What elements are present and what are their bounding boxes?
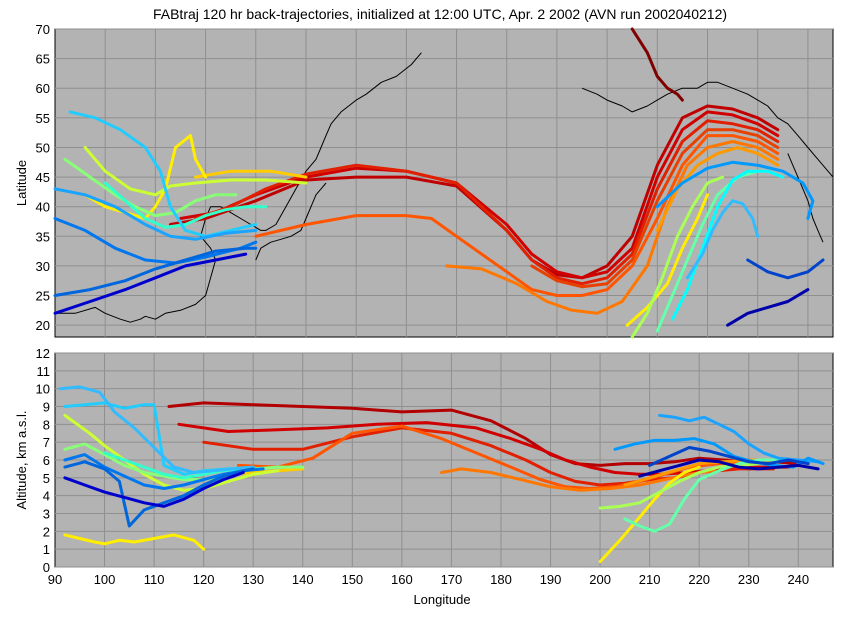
map-trajectory-5 bbox=[530, 128, 780, 289]
altitude-trajectory-16 bbox=[58, 385, 255, 474]
altitude-x-axis-label: Longitude bbox=[413, 592, 470, 607]
altitude-x-tick-label: 240 bbox=[787, 572, 809, 587]
map-trajectory-23 bbox=[53, 246, 258, 297]
map-y-tick-label: 35 bbox=[36, 229, 50, 244]
altitude-y-tick-label: 9 bbox=[43, 400, 50, 415]
altitude-x-tick-label: 230 bbox=[738, 572, 760, 587]
altitude-x-tick-label: 100 bbox=[94, 572, 116, 587]
altitude-y-tick-label: 6 bbox=[43, 453, 50, 468]
altitude-x-tick-label: 110 bbox=[144, 572, 165, 587]
map-y-tick-label: 40 bbox=[36, 200, 50, 215]
map-y-tick-label: 50 bbox=[36, 140, 50, 155]
altitude-trajectory-17 bbox=[658, 413, 820, 464]
altitude-x-tick-label: 190 bbox=[540, 572, 562, 587]
altitude-y-tick-label: 0 bbox=[43, 560, 50, 575]
map-trajectory-26 bbox=[726, 288, 810, 327]
altitude-x-tick-label: 140 bbox=[292, 572, 314, 587]
map-y-axis-label: Latitude bbox=[14, 160, 29, 206]
map-trajectory-4 bbox=[194, 119, 780, 286]
altitude-y-tick-label: 2 bbox=[43, 524, 50, 539]
altitude-trajectory-20 bbox=[63, 460, 255, 528]
map-trajectory-16 bbox=[103, 181, 268, 229]
altitude-x-tick-label: 220 bbox=[688, 572, 710, 587]
map-trajectory-21 bbox=[655, 160, 815, 220]
altitude-x-tick-label: 200 bbox=[589, 572, 611, 587]
map-trajectory-13 bbox=[630, 175, 725, 339]
altitude-y-tick-label: 4 bbox=[43, 489, 50, 504]
altitude-trajectory-10 bbox=[63, 413, 280, 492]
altitude-x-tick-label: 210 bbox=[639, 572, 661, 587]
map-trajectory-12 bbox=[83, 146, 308, 197]
altitude-y-tick-label: 3 bbox=[43, 507, 50, 522]
map-y-tick-label: 65 bbox=[36, 52, 50, 67]
map-y-tick-label: 70 bbox=[36, 22, 50, 37]
altitude-y-tick-label: 1 bbox=[43, 542, 50, 557]
map-y-tick-label: 45 bbox=[36, 170, 50, 185]
altitude-y-tick-label: 8 bbox=[43, 417, 50, 432]
map-trajectory-19 bbox=[685, 199, 760, 280]
altitude-x-tick-label: 150 bbox=[341, 572, 363, 587]
altitude-y-tick-label: 5 bbox=[43, 471, 50, 486]
map-trajectory-7 bbox=[445, 140, 780, 315]
altitude-x-tick-label: 160 bbox=[391, 572, 413, 587]
map-trajectory-24 bbox=[746, 258, 825, 280]
altitude-x-tick-labels: 90 100 110 120 130 140 150 160 170 180 190 200 210 22… bbox=[48, 572, 809, 587]
map-trajectory-25 bbox=[53, 252, 248, 315]
altitude-trajectory-21 bbox=[648, 446, 810, 467]
map-trajectory-2 bbox=[168, 104, 780, 280]
map-y-tick-labels: 20 25 30 35 40 45 50 55 60 65 70 bbox=[36, 22, 50, 333]
altitude-x-tick-label: 170 bbox=[441, 572, 463, 587]
map-trajectory-17 bbox=[670, 169, 785, 321]
map-trajectory-20 bbox=[53, 187, 258, 241]
map-trajectory-14 bbox=[63, 157, 238, 218]
japan-coastline bbox=[255, 182, 327, 261]
altitude-trajectory-22 bbox=[63, 471, 245, 508]
map-trajectories bbox=[53, 27, 825, 339]
altitude-y-tick-label: 10 bbox=[36, 382, 50, 397]
altitude-x-tick-label: 90 bbox=[48, 572, 62, 587]
altitude-y-tick-label: 7 bbox=[43, 435, 50, 450]
altitude-y-tick-label: 11 bbox=[37, 364, 51, 379]
altitude-y-tick-label: 12 bbox=[36, 346, 50, 361]
alaska-coast-coastline bbox=[581, 81, 834, 178]
altitude-trajectories bbox=[58, 385, 825, 564]
altitude-trajectory-8 bbox=[63, 533, 206, 551]
altitude-trajectory-9 bbox=[598, 465, 701, 564]
map-trajectory-1 bbox=[630, 27, 684, 102]
map-y-tick-label: 60 bbox=[36, 81, 50, 96]
altitude-x-tick-label: 120 bbox=[193, 572, 215, 587]
map-trajectory-6 bbox=[254, 134, 780, 297]
chart-title: FABtraj 120 hr back-trajectories, initia… bbox=[153, 6, 727, 22]
na-west-coast-coastline bbox=[787, 153, 824, 243]
map-y-tick-label: 30 bbox=[36, 259, 50, 274]
altitude-trajectory-23 bbox=[638, 458, 820, 478]
map-trajectory-11 bbox=[625, 193, 709, 327]
altitude-x-tick-label: 180 bbox=[490, 572, 512, 587]
map-y-tick-label: 25 bbox=[36, 289, 50, 304]
map-trajectory-9 bbox=[194, 169, 308, 179]
map-y-tick-label: 55 bbox=[36, 111, 50, 126]
altitude-y-axis-label: Altitude, km a.s.l. bbox=[14, 411, 29, 510]
map-trajectory-10 bbox=[83, 134, 208, 220]
altitude-x-tick-label: 130 bbox=[242, 572, 264, 587]
map-y-tick-label: 20 bbox=[36, 318, 50, 333]
altitude-trajectory-5 bbox=[440, 467, 716, 492]
